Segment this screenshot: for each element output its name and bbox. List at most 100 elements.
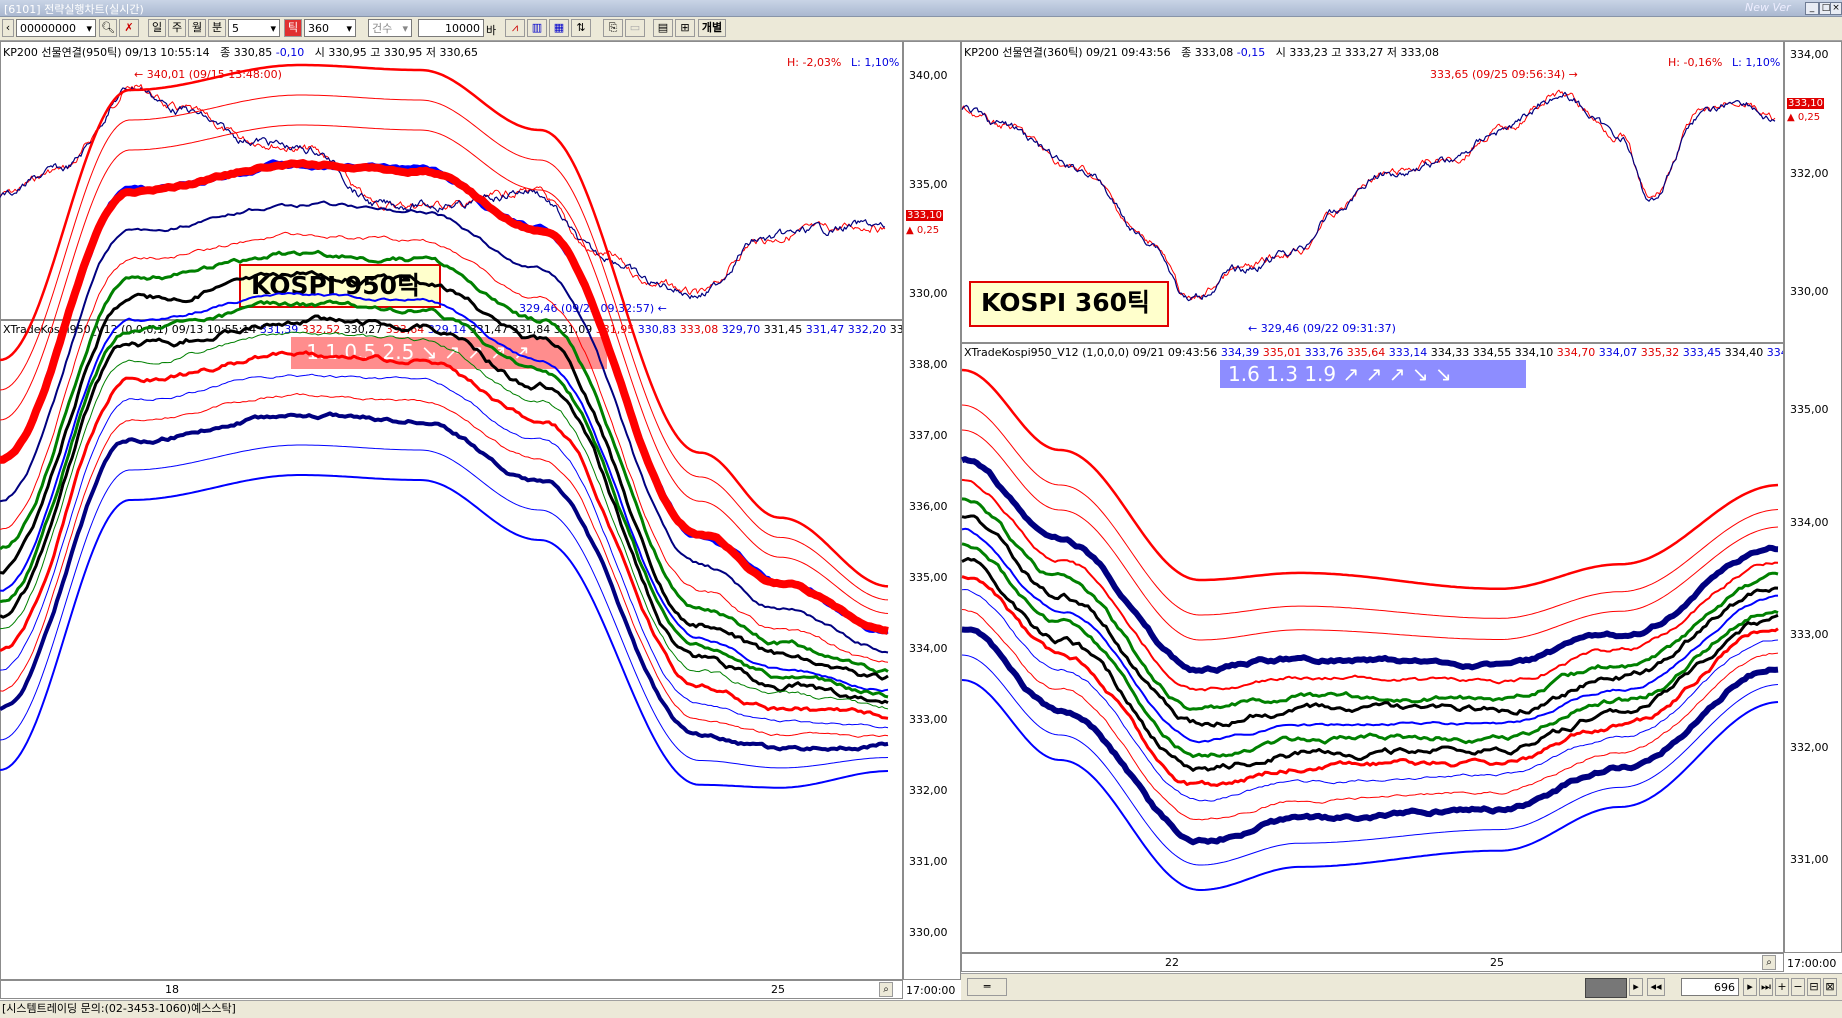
end-icon[interactable]: ⏭︎ xyxy=(1759,978,1773,996)
close-button[interactable]: × xyxy=(1830,2,1842,15)
y-axis-label: 332,00 xyxy=(1790,740,1829,754)
right-y-axis: 333,10 ▲ 0,25 xyxy=(1784,41,1842,953)
chevron-down-icon: ▾ xyxy=(86,22,92,35)
right-indicator-header: XTradeKospi950_V12 (1,0,0,0) 09/21 09:43… xyxy=(964,346,1783,359)
zoom-icon[interactable]: ⌕ xyxy=(879,982,893,997)
right-l-pct: L: 1,10% xyxy=(1732,56,1781,69)
y-axis-label: 335,00 xyxy=(909,571,948,584)
status-text: [시스템트레이딩 문의:(02-3453-1060)예스스탁] xyxy=(2,1002,236,1015)
y-axis-label: 334,00 xyxy=(1790,515,1829,529)
right-indicator-name: XTradeKospi950_V12 (1,0,0,0) 09/21 09:43… xyxy=(964,346,1218,359)
search-icon: 🔍︎ xyxy=(101,21,115,34)
count-input[interactable]: 10000 xyxy=(418,19,484,37)
title-bar: [6101] 전략실행차트(실시간) New Ver _ □ × xyxy=(0,0,1842,17)
week-button[interactable]: 주 xyxy=(168,19,186,37)
left-change: -0,10 xyxy=(275,46,305,59)
right-close: 종 333,08 xyxy=(1181,46,1234,59)
bar-label: 바 xyxy=(486,24,497,37)
copy-icon[interactable]: ⎘ xyxy=(603,19,623,37)
sort-icon[interactable]: ⇅ xyxy=(571,19,591,37)
disabled-icon: ▭ xyxy=(625,19,645,37)
left-low-annotation: 329,46 (09/22 09:32:57) ← xyxy=(519,302,667,315)
y-axis-label: 337,00 xyxy=(909,429,948,442)
right-last-price: 333,10 xyxy=(1787,98,1824,109)
scroll-right-icon[interactable]: ▸ xyxy=(1629,978,1643,996)
zoom-in-icon[interactable]: + xyxy=(1775,978,1789,996)
grid-icon[interactable]: ⊞ xyxy=(675,19,695,37)
indicator-value: 333,45 xyxy=(1679,346,1722,359)
rewind-icon[interactable]: ◂◂ xyxy=(1647,978,1665,996)
play-icon[interactable]: ▸ xyxy=(1743,978,1757,996)
indicator-value: 333,08 xyxy=(676,323,719,336)
code-select[interactable]: 00000000 ▾ xyxy=(16,19,96,37)
chevron-down-icon: ▾ xyxy=(402,22,408,35)
indicator-value: 330,27 xyxy=(340,323,383,336)
indicator-value: 334,07 xyxy=(1595,346,1638,359)
left-close: 종 330,85 xyxy=(220,46,273,59)
y-axis-label: 331,00 xyxy=(909,855,948,868)
zoom-out-icon[interactable]: − xyxy=(1791,978,1805,996)
scroll-thumb[interactable] xyxy=(1585,978,1627,998)
indicator-value: 335,32 xyxy=(1637,346,1680,359)
layout-icon[interactable]: ▤ xyxy=(653,19,673,37)
close-chart-icon[interactable]: ⊠ xyxy=(1823,978,1837,996)
indicator-value: 333,76 xyxy=(1301,346,1344,359)
indicator-value: 331,84 xyxy=(508,323,551,336)
left-price-panel[interactable]: KP200 선물연결(950틱) 09/13 10:55:14 종 330,85… xyxy=(0,41,903,320)
clear-button[interactable]: ✗ xyxy=(119,19,139,37)
zoom-icon[interactable]: ⌕ xyxy=(1762,955,1776,970)
left-ohl: 시 330,95 고 330,95 저 330,65 xyxy=(314,46,479,59)
window-title: [6101] 전략실행차트(실시간) xyxy=(4,3,144,16)
left-high-text: 340,01 (09/15 13:48:00) xyxy=(146,68,282,81)
y-axis-label: 335,00 xyxy=(1790,403,1829,416)
left-price-header: KP200 선물연결(950틱) 09/13 10:55:14 종 330,85… xyxy=(3,44,478,60)
bar-chart-icon[interactable]: ▥ xyxy=(527,19,547,37)
left-high-annotation: ← 340,01 (09/15 13:48:00) xyxy=(134,68,282,81)
indicator-value: 334,39 xyxy=(1220,346,1260,359)
right-x-axis: 22 25 ⌕ xyxy=(961,953,1784,972)
indicator-value: 331,47 xyxy=(802,323,845,336)
right-scroll-bar[interactable]: ═ ▸ ◂◂ 696 ▸ ⏭︎ + − ⊟ ⊠ xyxy=(961,973,1842,1000)
y-axis-label: 334,00 xyxy=(909,642,948,655)
scroll-count-input[interactable]: 696 xyxy=(1681,978,1739,996)
right-high-annotation: 333,65 (09/25 09:56:34) → xyxy=(1430,68,1578,81)
candle-chart-icon[interactable]: ▦ xyxy=(549,19,569,37)
search-button[interactable]: 🔍︎ xyxy=(99,19,117,37)
right-signal-overlay: 1.6 1.3 1.9 ↗ ↗ ↗ ↘ ↘ xyxy=(1220,360,1526,388)
count-select[interactable]: 건수 ▾ xyxy=(368,19,412,37)
right-label-box: KOSPI 360틱 xyxy=(969,281,1169,327)
indicator-value: 332,20 xyxy=(844,323,887,336)
right-price-panel[interactable]: KP200 선물연결(360틱) 09/21 09:43:56 종 333,08… xyxy=(961,41,1784,343)
indicator-value: 334,55 xyxy=(1469,346,1512,359)
day-button[interactable]: 일 xyxy=(148,19,166,37)
right-indicator-values: 334,39 335,01 333,76 335,64 333,14 334,3… xyxy=(1220,346,1783,359)
y-axis-label: 332,00 xyxy=(1790,166,1829,180)
right-x-label-22: 22 xyxy=(1165,956,1179,969)
indicator-value: 332,52 xyxy=(298,323,341,336)
y-axis-label: 335,00 xyxy=(909,178,948,191)
toolbar: ‹ 00000000 ▾ 🔍︎ ✗ 일 주 월 분 5 ▾ 틱 360 ▾ 건수 ▾ 1… xyxy=(0,17,1842,41)
month-button[interactable]: 월 xyxy=(188,19,206,37)
minimize-button[interactable]: _ xyxy=(1805,2,1819,15)
scroll-handle[interactable]: ═ xyxy=(967,978,1007,996)
status-bar: [시스템트레이딩 문의:(02-3453-1060)예스스탁] xyxy=(0,1000,1842,1018)
right-h-pct: H: -0,16% xyxy=(1668,56,1723,69)
individual-button[interactable]: 개별 xyxy=(698,19,726,37)
right-indicator-panel[interactable]: XTradeKospi950_V12 (1,0,0,0) 09/21 09:43… xyxy=(961,343,1784,953)
indicator-value: 331,45 xyxy=(760,323,803,336)
minute-select[interactable]: 5 ▾ xyxy=(228,19,280,37)
tick-select[interactable]: 360 ▾ xyxy=(304,19,356,37)
chart-type-icon[interactable]: ⩘ xyxy=(505,19,525,37)
tick-button[interactable]: 틱 xyxy=(284,19,302,37)
minute-button[interactable]: 분 xyxy=(208,19,226,37)
indicator-value: 334,23 xyxy=(1766,346,1783,359)
left-indicator-name: XTradeKospi950_V12 (0,0,0,1) 09/13 10:55… xyxy=(3,323,257,336)
left-indicator-panel[interactable]: XTradeKospi950_V12 (0,0,0,1) 09/13 10:55… xyxy=(0,320,903,980)
chevron-down-icon: ▾ xyxy=(270,22,276,35)
indicator-value: 334,10 xyxy=(1511,346,1554,359)
y-axis-label: 334,00 xyxy=(1790,48,1829,61)
collapse-button[interactable]: ‹ xyxy=(2,19,14,37)
right-change: -0,15 xyxy=(1236,46,1266,59)
indicator-value: 334,40 xyxy=(1721,346,1764,359)
settings-icon[interactable]: ⊟ xyxy=(1807,978,1821,996)
